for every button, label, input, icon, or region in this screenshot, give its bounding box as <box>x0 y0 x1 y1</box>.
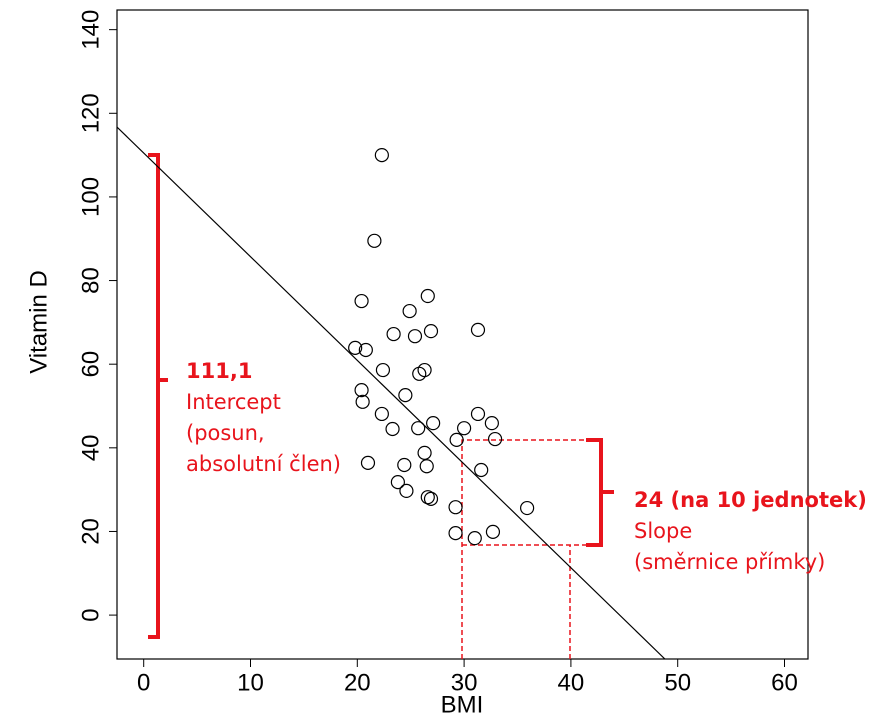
point <box>448 526 463 541</box>
regression-line <box>117 126 666 659</box>
intercept-bracket <box>148 153 168 639</box>
y-tick-label: 140 <box>77 10 104 50</box>
x-tick-label: 30 <box>451 669 478 696</box>
point <box>397 457 412 473</box>
point <box>449 432 464 447</box>
point <box>470 406 486 422</box>
y-tick-label: 20 <box>77 518 104 545</box>
point <box>467 531 482 546</box>
point <box>358 342 373 358</box>
annotation: (posun, <box>186 421 265 445</box>
x-tick-label: 20 <box>344 669 371 696</box>
point <box>457 421 472 436</box>
y-tick-label: 0 <box>77 608 104 621</box>
x-tick-label: 50 <box>664 669 691 696</box>
point <box>354 383 369 398</box>
slope-bracket <box>586 438 614 547</box>
point <box>484 416 499 431</box>
point <box>419 459 434 474</box>
point <box>411 421 426 436</box>
point <box>374 148 389 163</box>
point <box>417 445 432 460</box>
y-tick-label: 40 <box>77 434 104 461</box>
point <box>367 233 382 248</box>
bracket <box>148 153 168 639</box>
annotation: 24 (na 10 jednotek) <box>634 488 867 512</box>
y-axis-label: Vitamin D <box>25 270 52 374</box>
point <box>386 326 401 342</box>
x-tick-label: 10 <box>237 669 264 696</box>
point <box>420 288 435 304</box>
point <box>520 500 535 516</box>
x-tick-label: 0 <box>137 669 150 696</box>
point <box>407 329 423 344</box>
point <box>487 431 503 447</box>
point <box>360 455 376 470</box>
annotation: Slope <box>634 519 692 543</box>
y-tick-label: 80 <box>77 267 104 294</box>
x-tick-label: 40 <box>558 669 585 696</box>
point <box>390 475 405 490</box>
point <box>355 394 370 409</box>
point <box>374 406 389 422</box>
point <box>423 324 439 339</box>
point <box>385 421 400 437</box>
point <box>470 322 486 338</box>
annotation: 111,1 <box>186 359 252 383</box>
point <box>420 490 435 505</box>
point <box>426 416 441 431</box>
point <box>402 303 417 319</box>
annotation: (směrnice přímky) <box>634 550 825 574</box>
annotation: absolutní člen) <box>186 452 341 476</box>
slope-guides <box>461 439 586 659</box>
point <box>423 491 439 506</box>
dashed-guide <box>461 439 586 659</box>
point <box>398 388 413 403</box>
y-tick-label: 120 <box>77 93 104 133</box>
point <box>417 362 432 378</box>
point <box>448 500 463 515</box>
x-axis-label: BMI <box>441 691 484 718</box>
point <box>348 340 363 355</box>
x-tick-label: 60 <box>771 669 798 696</box>
y-tick-label: 60 <box>77 351 104 378</box>
point <box>375 362 391 378</box>
y-tick-label: 100 <box>77 177 104 217</box>
annotation: Intercept <box>186 390 281 414</box>
point <box>474 462 489 478</box>
point <box>399 483 414 498</box>
point <box>354 293 369 309</box>
point <box>485 524 501 539</box>
bracket <box>586 438 614 547</box>
